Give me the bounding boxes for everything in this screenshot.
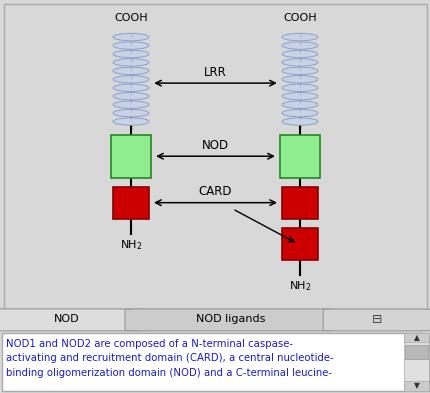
Text: NH$_2$: NH$_2$ bbox=[288, 279, 310, 293]
Text: NH$_2$: NH$_2$ bbox=[120, 239, 142, 252]
Bar bbox=[279, 135, 319, 178]
Ellipse shape bbox=[281, 42, 317, 49]
Bar bbox=[403, 333, 428, 391]
Text: ▼: ▼ bbox=[413, 381, 419, 390]
Ellipse shape bbox=[281, 92, 317, 100]
Ellipse shape bbox=[113, 109, 149, 117]
Ellipse shape bbox=[113, 101, 149, 108]
Ellipse shape bbox=[113, 118, 149, 125]
Text: NOD: NOD bbox=[202, 139, 228, 152]
Ellipse shape bbox=[113, 84, 149, 92]
Bar bbox=[111, 135, 151, 178]
Bar bbox=[403, 333, 428, 342]
Text: LRR: LRR bbox=[204, 66, 226, 79]
Ellipse shape bbox=[281, 118, 317, 125]
Text: COOH: COOH bbox=[283, 13, 316, 23]
Ellipse shape bbox=[113, 67, 149, 75]
Ellipse shape bbox=[281, 84, 317, 92]
Bar bbox=[281, 187, 317, 219]
Text: CARD: CARD bbox=[198, 185, 232, 198]
Ellipse shape bbox=[281, 109, 317, 117]
Ellipse shape bbox=[113, 50, 149, 58]
Text: ⊟: ⊟ bbox=[371, 313, 381, 326]
Text: ▲: ▲ bbox=[413, 333, 419, 342]
Bar bbox=[113, 187, 149, 219]
Ellipse shape bbox=[113, 42, 149, 49]
Ellipse shape bbox=[113, 59, 149, 66]
FancyBboxPatch shape bbox=[125, 309, 335, 331]
Text: NOD1 and NOD2 are composed of a N-terminal caspase-
activating and recruitment d: NOD1 and NOD2 are composed of a N-termin… bbox=[6, 339, 333, 378]
Ellipse shape bbox=[281, 33, 317, 41]
Bar bbox=[281, 228, 317, 260]
Text: NOD: NOD bbox=[54, 314, 80, 324]
Ellipse shape bbox=[113, 33, 149, 41]
Bar bbox=[404, 345, 427, 359]
Ellipse shape bbox=[281, 67, 317, 75]
Ellipse shape bbox=[113, 75, 149, 83]
Ellipse shape bbox=[281, 101, 317, 108]
Text: COOH: COOH bbox=[114, 13, 147, 23]
Text: NOD ligands: NOD ligands bbox=[196, 314, 264, 324]
Ellipse shape bbox=[281, 59, 317, 66]
FancyBboxPatch shape bbox=[322, 309, 430, 331]
Ellipse shape bbox=[281, 75, 317, 83]
Bar bbox=[403, 381, 428, 391]
Ellipse shape bbox=[113, 92, 149, 100]
Ellipse shape bbox=[281, 50, 317, 58]
FancyBboxPatch shape bbox=[0, 309, 146, 331]
